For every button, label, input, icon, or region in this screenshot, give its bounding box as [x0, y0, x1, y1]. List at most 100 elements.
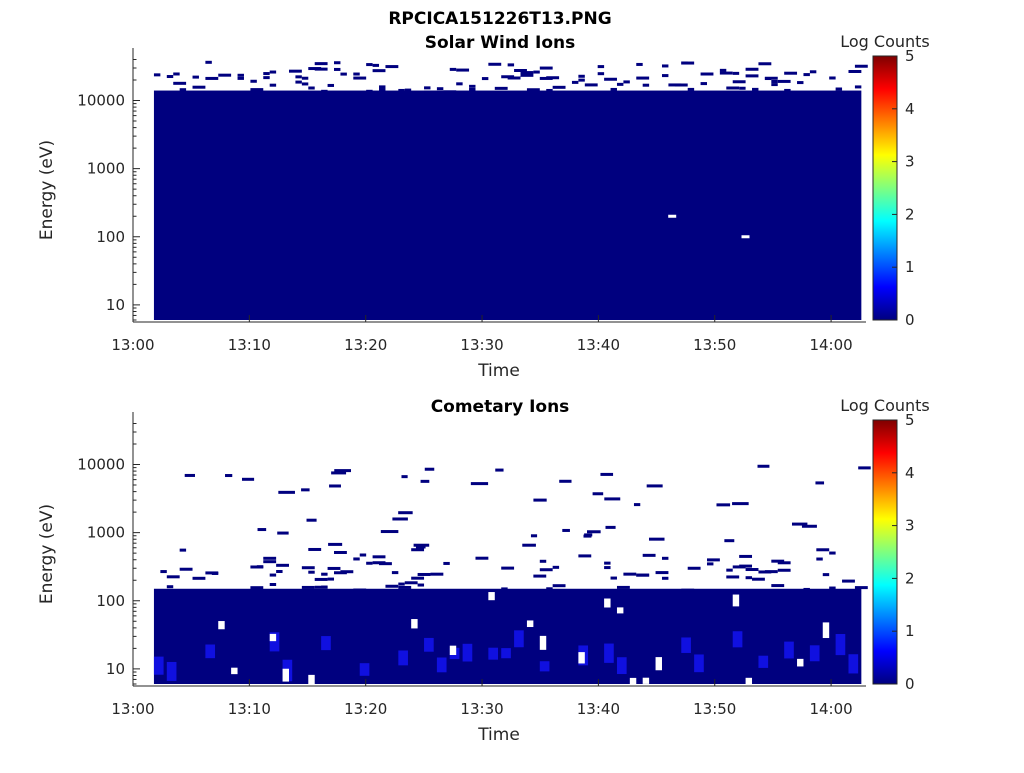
data-gap: [642, 677, 650, 684]
y-tick-label: 10: [106, 660, 125, 678]
data-pixel: [436, 657, 447, 673]
data-pixel: [328, 542, 343, 546]
data-pixel: [179, 88, 187, 92]
data-pixel: [552, 85, 566, 89]
data-pixel: [424, 467, 435, 471]
data-pixel: [334, 67, 341, 71]
data-pixel: [436, 87, 444, 91]
data-pixel: [385, 65, 399, 69]
data-gap: [526, 620, 534, 628]
data-pixel: [192, 576, 206, 580]
data-pixel: [456, 82, 463, 86]
data-pixel: [757, 464, 770, 468]
data-pixel: [173, 72, 180, 76]
data-pixel: [777, 568, 791, 572]
data-pixel: [411, 576, 425, 580]
x-tick-label: 13:20: [344, 700, 387, 718]
data-pixel: [758, 62, 772, 66]
cometary-ions-panel: Cometary Ions 13:00 13:10 13:20 13:30 13:40 1…: [37, 396, 930, 745]
data-pixel: [533, 70, 540, 74]
colorbar: Log Counts 0 1 2 3 4 5: [840, 32, 930, 329]
data-pixel: [700, 82, 708, 86]
data-pixel: [661, 74, 669, 78]
data-pixel: [578, 78, 585, 82]
data-gap: [282, 668, 289, 682]
data-pixel: [854, 85, 862, 89]
data-pixel: [256, 565, 264, 569]
data-pixel: [520, 73, 534, 77]
data-pixel: [764, 570, 778, 574]
data-pixel: [584, 533, 593, 537]
data-pixel: [726, 86, 740, 90]
data-gap: [269, 633, 277, 642]
data-pixel: [411, 548, 425, 552]
data-pixel: [263, 560, 277, 564]
data-pixel: [372, 69, 386, 73]
data-pixel: [507, 76, 521, 80]
data-pixel: [661, 556, 669, 560]
y-tick-label: 1000: [87, 160, 125, 178]
data-pixel: [179, 567, 193, 571]
data-pixel: [327, 577, 335, 581]
data-pixel: [269, 632, 280, 652]
x-tick-label: 13:20: [344, 336, 387, 354]
data-pixel: [559, 479, 572, 483]
data-pixel: [166, 661, 177, 681]
data-fill-region: [153, 588, 862, 684]
data-pixel: [205, 76, 219, 80]
data-pixel: [263, 72, 270, 76]
data-pixel: [784, 71, 798, 75]
data-pixel: [443, 561, 450, 565]
data-pixel: [784, 641, 794, 659]
x-tick-label: 13:00: [111, 336, 154, 354]
y-tick-label: 10000: [77, 456, 125, 474]
data-pixel: [366, 89, 373, 93]
colorbar-gradient: [872, 419, 898, 685]
data-pixel: [443, 90, 457, 94]
x-tick-label: 13:30: [460, 700, 503, 718]
data-pixel: [462, 643, 473, 662]
data-pixel: [584, 83, 598, 87]
data-pixel: [771, 83, 778, 87]
data-pixel: [321, 89, 328, 93]
data-pixel: [398, 582, 405, 586]
x-axis-label: Time: [477, 361, 520, 381]
data-pixel: [250, 79, 257, 83]
spectrogram-area: [132, 412, 871, 692]
data-pixel: [334, 469, 352, 473]
data-pixel: [571, 80, 579, 84]
data-pixel: [488, 647, 498, 660]
data-pixel: [771, 559, 785, 563]
data-gap: [604, 598, 611, 608]
data-pixel: [732, 71, 740, 75]
data-pixel: [469, 84, 476, 88]
data-pixel: [379, 88, 386, 92]
panel-title: Solar Wind Ions: [425, 33, 576, 53]
data-pixel: [366, 561, 373, 565]
data-pixel: [604, 561, 611, 565]
data-pixel: [301, 76, 309, 80]
data-pixel: [308, 86, 315, 90]
data-pixel: [777, 79, 791, 83]
data-pixel: [732, 631, 743, 648]
data-pixel: [646, 484, 663, 488]
data-pixel: [495, 468, 504, 472]
data-fill-region: [153, 90, 862, 320]
data-pixel: [745, 67, 759, 71]
data-pixel: [372, 63, 380, 67]
data-pixel: [488, 62, 502, 66]
data-pixel: [192, 85, 206, 89]
data-pixel: [745, 576, 753, 580]
data-pixel: [822, 573, 830, 577]
colorbar: Log Counts 0 1 2 3 4 5: [840, 396, 930, 693]
data-gap: [218, 621, 225, 630]
data-pixel: [803, 587, 810, 591]
data-pixel: [533, 574, 547, 578]
data-pixel: [276, 563, 289, 567]
data-pixel: [456, 68, 470, 72]
data-pixel: [250, 88, 264, 92]
data-gap: [797, 658, 804, 667]
data-pixel: [546, 76, 560, 80]
x-tick-label: 14:00: [809, 336, 852, 354]
